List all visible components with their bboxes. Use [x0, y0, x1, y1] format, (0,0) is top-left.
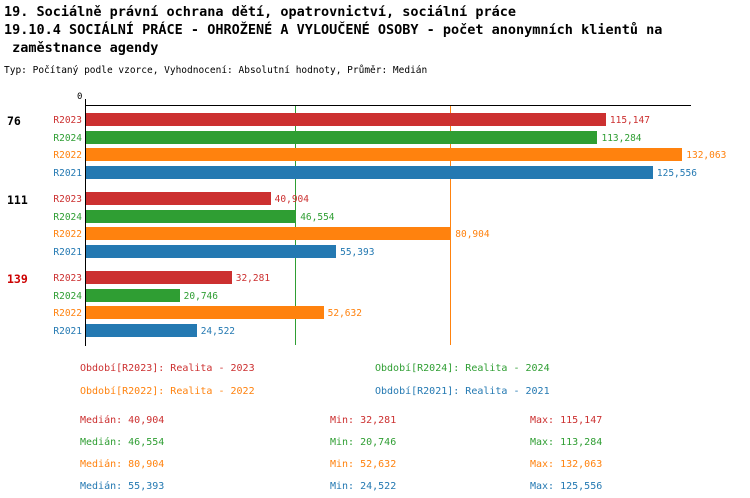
bar-R2024 — [86, 209, 297, 223]
bar-value-label: 115,147 — [609, 115, 650, 126]
group-count-label: 76 — [7, 114, 21, 128]
bar-value-label: 52,632 — [327, 308, 362, 319]
series-row-label-R2024: R2024 — [53, 211, 82, 223]
bar-value-label: 46,554 — [300, 211, 335, 223]
report-title-line3: zaměstnance agendy — [4, 40, 159, 56]
bar-R2022 — [86, 227, 452, 240]
series-row-label-R2023: R2023 — [53, 194, 82, 205]
bar-value-label: 113,284 — [601, 132, 642, 144]
bar-value-label: 80,904 — [455, 229, 490, 240]
x-axis-line — [85, 105, 691, 106]
series-row-label-R2023: R2023 — [53, 115, 82, 126]
report-subtitle: Typ: Počítaný podle vzorce, Vyhodnocení:… — [4, 65, 428, 76]
bar-value-label: 125,556 — [656, 167, 697, 179]
series-row-label-R2021: R2021 — [53, 167, 82, 179]
bar-R2022 — [86, 306, 324, 319]
median-line-R2022 — [450, 106, 452, 345]
report-title-line1: 19. Sociálně právní ochrana dětí, opatro… — [4, 4, 517, 20]
group-count-label: 139 — [7, 272, 28, 286]
max-stat-R2023: Max: 115,147 — [530, 415, 603, 426]
legend-item-R2024: Období[R2024]: Realita - 2024 — [375, 363, 550, 374]
bar-value-label: 55,393 — [340, 246, 375, 258]
bar-R2023 — [86, 113, 606, 126]
bar-R2024 — [86, 288, 180, 302]
median-stat-R2022: Medián: 80,904 — [80, 459, 165, 470]
report-title-line2: 19.10.4 SOCIÁLNÍ PRÁCE - OHROŽENÉ A VYLO… — [4, 22, 663, 38]
group-count-label: 111 — [7, 193, 28, 207]
bar-R2022 — [86, 148, 683, 161]
median-stat-R2023: Medián: 40,904 — [80, 415, 165, 426]
bar-R2021 — [86, 323, 197, 337]
min-stat-R2021: Min: 24,522 — [330, 481, 397, 492]
max-stat-R2022: Max: 132,063 — [530, 459, 603, 470]
x-axis-zero-label: 0 — [77, 92, 83, 102]
bar-R2023 — [86, 271, 232, 284]
x-axis-zero-tick — [85, 99, 86, 105]
bar-R2021 — [86, 165, 653, 179]
min-stat-R2024: Min: 20,746 — [330, 437, 397, 448]
series-row-label-R2021: R2021 — [53, 246, 82, 258]
min-stat-R2022: Min: 52,632 — [330, 459, 397, 470]
series-row-label-R2022: R2022 — [53, 308, 82, 319]
median-stat-R2024: Medián: 46,554 — [80, 437, 165, 448]
series-row-label-R2024: R2024 — [53, 132, 82, 144]
bar-value-label: 32,281 — [235, 273, 271, 284]
series-row-label-R2022: R2022 — [53, 150, 82, 161]
bar-R2024 — [86, 130, 598, 144]
series-row-label-R2023: R2023 — [53, 273, 82, 284]
y-axis-line — [85, 105, 86, 346]
bar-R2023 — [86, 192, 271, 205]
bar-value-label: 24,522 — [200, 325, 236, 337]
series-row-label-R2022: R2022 — [53, 229, 82, 240]
median-line-R2024 — [295, 106, 297, 345]
series-row-label-R2021: R2021 — [53, 325, 82, 337]
series-row-label-R2024: R2024 — [53, 290, 82, 302]
max-stat-R2021: Max: 125,556 — [530, 481, 603, 492]
legend-item-R2023: Období[R2023]: Realita - 2023 — [80, 363, 255, 374]
legend-item-R2022: Období[R2022]: Realita - 2022 — [80, 386, 255, 397]
bar-R2021 — [86, 244, 337, 258]
bar-value-label: 132,063 — [686, 150, 727, 161]
bar-value-label: 40,904 — [274, 194, 309, 205]
median-stat-R2021: Medián: 55,393 — [80, 481, 165, 492]
bar-value-label: 20,746 — [183, 290, 218, 302]
max-stat-R2024: Max: 113,284 — [530, 437, 603, 448]
min-stat-R2023: Min: 32,281 — [330, 415, 397, 426]
legend-item-R2021: Období[R2021]: Realita - 2021 — [375, 386, 550, 397]
